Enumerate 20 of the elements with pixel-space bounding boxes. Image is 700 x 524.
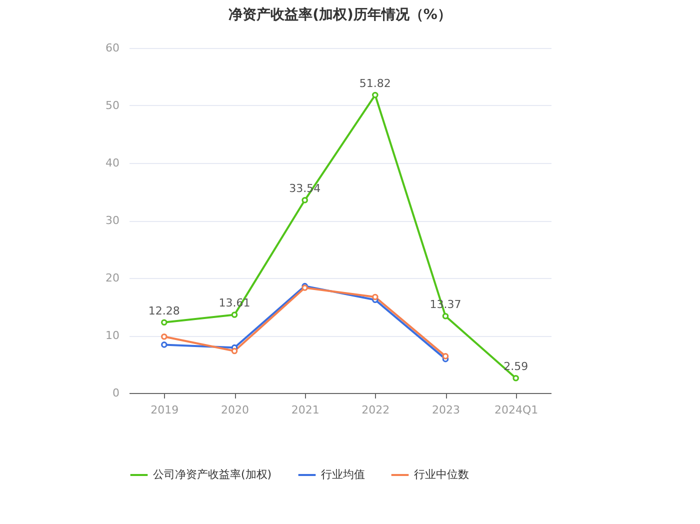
legend-label: 行业均值 xyxy=(321,468,365,481)
y-tick-label: 0 xyxy=(112,386,120,400)
x-tick-label: 2024Q1 xyxy=(494,404,538,416)
chart-title: 净资产收益率(加权)历年情况（%） xyxy=(228,6,452,23)
x-tick-label: 2021 xyxy=(291,404,320,416)
data-label: 12.28 xyxy=(148,304,180,318)
x-tick-label: 2023 xyxy=(432,404,460,416)
data-label: 51.82 xyxy=(359,77,391,90)
y-tick-label: 60 xyxy=(106,42,120,54)
y-tick-label: 30 xyxy=(106,214,120,227)
y-tick-label: 40 xyxy=(106,156,120,170)
x-tick-label: 2022 xyxy=(362,404,390,416)
y-tick-label: 10 xyxy=(106,329,120,342)
y-tick-label: 50 xyxy=(106,99,120,112)
y-tick-label: 20 xyxy=(106,272,120,284)
legend-label: 行业中位数 xyxy=(414,468,469,481)
x-tick-label: 2019 xyxy=(150,404,179,416)
legend-label: 公司净资产收益率(加权) xyxy=(153,468,272,481)
data-label: 2.59 xyxy=(504,360,528,374)
x-tick-label: 2020 xyxy=(221,404,249,416)
